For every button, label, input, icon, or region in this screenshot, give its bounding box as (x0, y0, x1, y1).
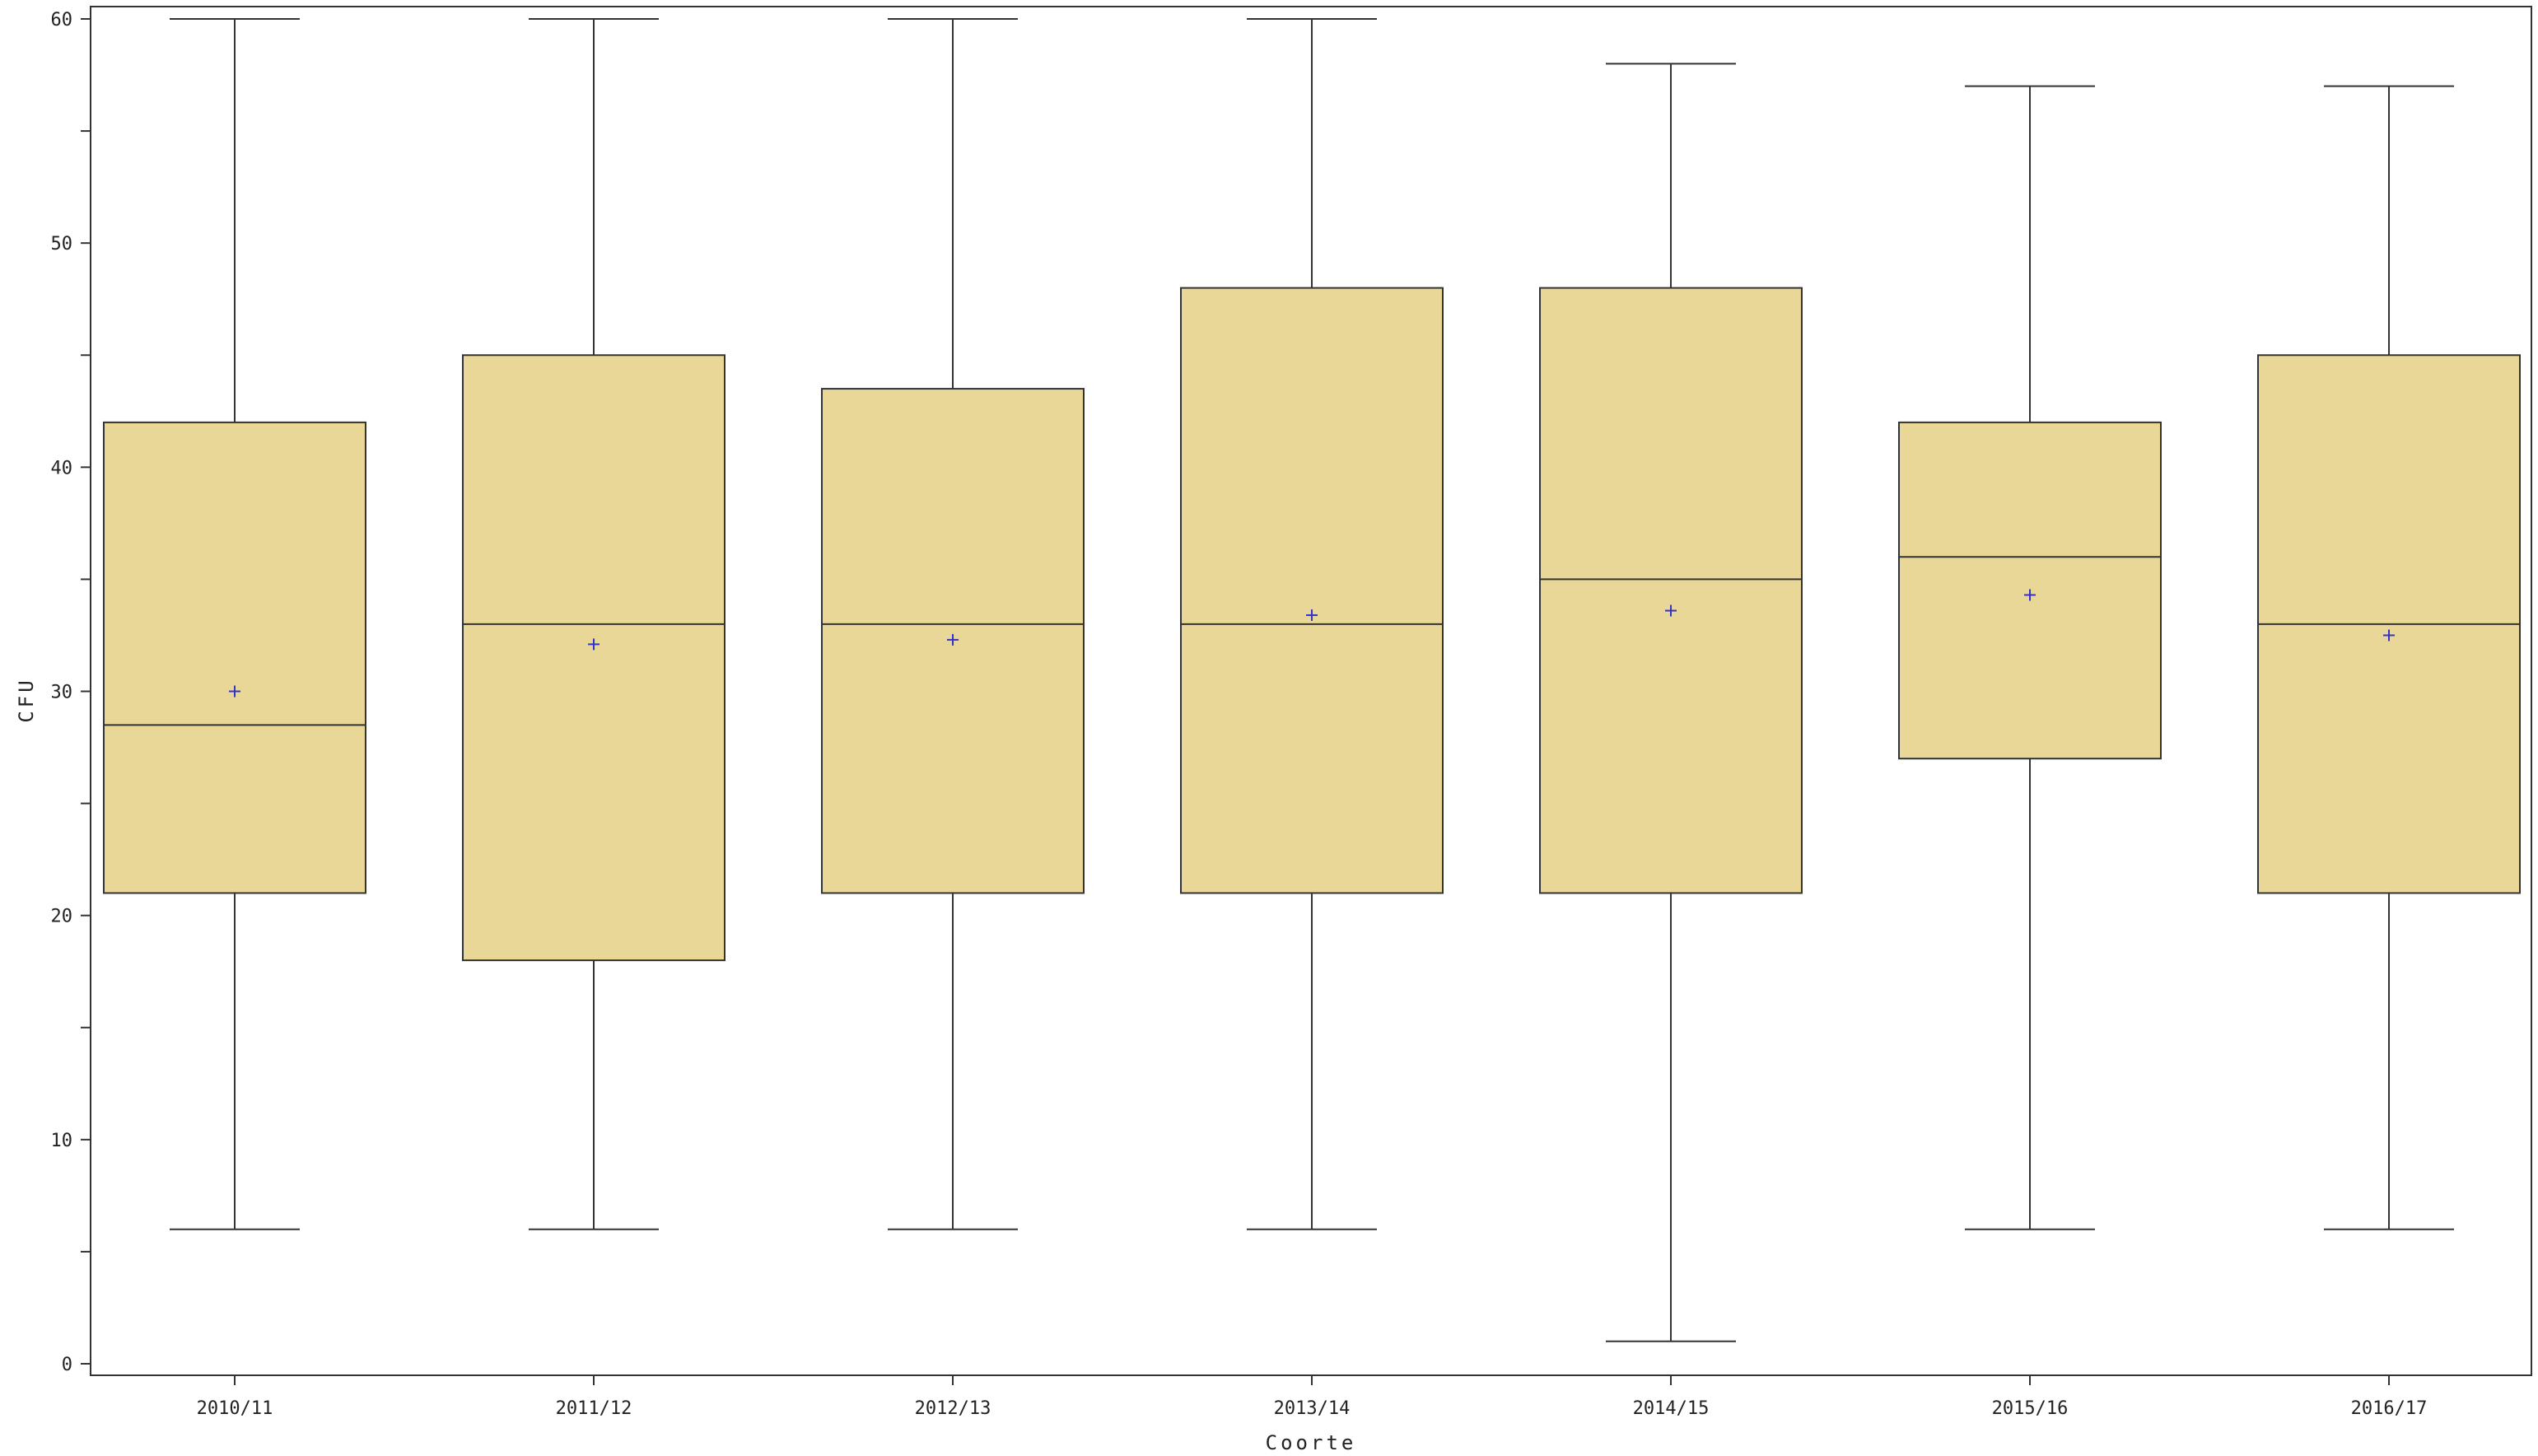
mean-marker (229, 685, 240, 698)
iqr-box (1539, 287, 1803, 894)
y-tick-label: 0 (62, 1355, 72, 1375)
x-tick-label: 2015/16 (1992, 1398, 2069, 1419)
mean-marker (947, 633, 959, 646)
x-axis: 2010/11 2011/12 2012/13 2013/14 2014/15 2015/… (197, 1375, 2428, 1419)
x-tick-label: 2013/14 (1274, 1398, 1351, 1419)
iqr-box (103, 421, 366, 894)
box-group (821, 18, 1085, 1230)
x-tick-label: 2010/11 (197, 1398, 273, 1419)
box-group (1539, 63, 1803, 1342)
mean-marker (2024, 589, 2036, 601)
iqr-box (1180, 287, 1444, 894)
x-axis-title: Coorte (1266, 1431, 1357, 1454)
box-group (462, 18, 725, 1230)
y-axis-title: CFU (15, 677, 38, 722)
box-series (103, 18, 2521, 1342)
box-group (103, 18, 366, 1230)
y-tick-label: 10 (51, 1131, 73, 1151)
mean-marker (1665, 604, 1677, 617)
x-tick-label: 2012/13 (915, 1398, 991, 1419)
y-axis: 0 10 20 30 40 50 60 (51, 10, 91, 1375)
x-tick-label: 2014/15 (1633, 1398, 1710, 1419)
y-tick-label: 20 (51, 907, 73, 927)
y-tick-label: 50 (51, 234, 73, 254)
y-tick-label: 40 (51, 458, 73, 478)
mean-marker (1306, 609, 1318, 621)
y-tick-label: 30 (51, 683, 73, 703)
mean-marker (588, 638, 600, 651)
x-tick-label: 2011/12 (556, 1398, 632, 1419)
box-group (1180, 18, 1444, 1230)
mean-marker (2383, 629, 2395, 642)
x-tick-label: 2016/17 (2351, 1398, 2428, 1419)
box-group (2257, 85, 2521, 1230)
iqr-box (462, 354, 725, 962)
box-group (1898, 85, 2162, 1230)
y-tick-label: 60 (51, 10, 73, 30)
